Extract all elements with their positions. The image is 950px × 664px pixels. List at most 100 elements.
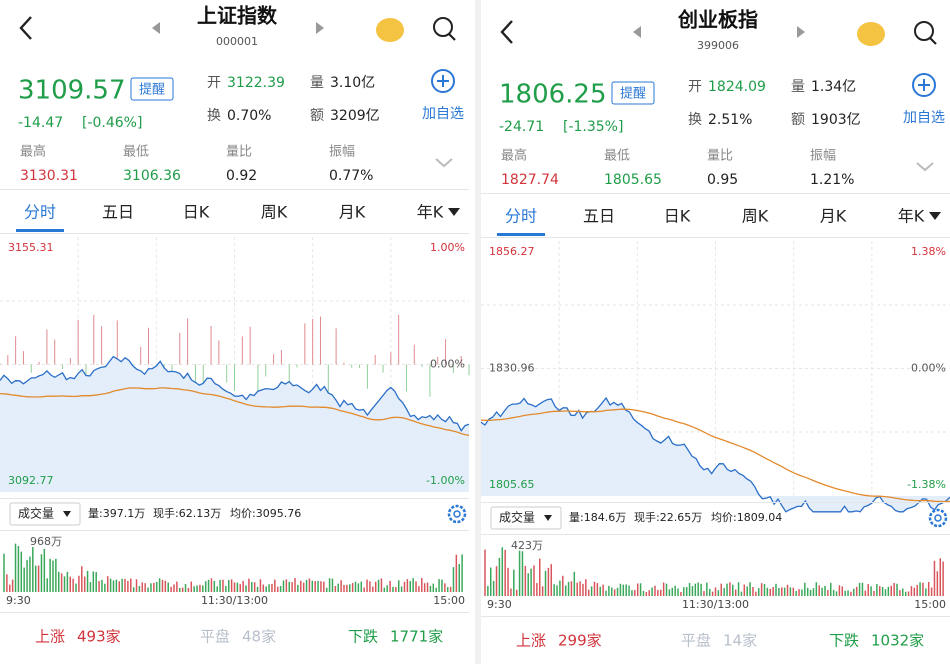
tab[interactable]: 分时 <box>505 207 537 226</box>
time-label: 9:30 <box>6 594 31 607</box>
stat-label: 最高 <box>20 144 46 160</box>
avg-line <box>0 387 470 436</box>
stat-value: 1.21% <box>810 172 854 188</box>
divider <box>0 530 469 531</box>
divider <box>0 498 469 499</box>
quote-label: 额 <box>791 112 805 128</box>
time-label: 15:00 <box>433 594 465 607</box>
volume-amount: 量:397.1万 <box>88 507 145 520</box>
time-label: 15:00 <box>914 598 946 611</box>
time-label: 9:30 <box>487 598 512 611</box>
volume-max: 423万 <box>511 539 543 552</box>
stock-code: 399006 <box>697 39 739 52</box>
tab-underline <box>497 233 545 236</box>
add-label: 加自选 <box>422 106 464 122</box>
remind-label: 提醒 <box>139 82 165 98</box>
breadth-label: 上涨 <box>516 632 546 650</box>
back-button[interactable] <box>500 20 513 44</box>
axis-high-pct: 1.38% <box>911 245 946 258</box>
divider <box>481 534 950 535</box>
stat-label: 最高 <box>501 148 527 164</box>
tab[interactable]: 月K <box>820 207 847 226</box>
tab[interactable]: 年K <box>898 207 925 226</box>
add-icon[interactable] <box>912 73 936 97</box>
quote-label: 额 <box>310 108 324 124</box>
divider <box>0 189 469 190</box>
volume-selector-label: 成交量 <box>18 506 54 521</box>
next-button[interactable] <box>797 26 805 38</box>
prev-button[interactable] <box>633 26 641 38</box>
breadth-value: 48家 <box>242 628 276 646</box>
remind-button[interactable] <box>611 81 655 105</box>
remind-button[interactable] <box>130 77 174 101</box>
stat-label: 振幅 <box>329 145 355 160</box>
tab[interactable]: 日K <box>183 203 210 222</box>
quote-value: 3209亿 <box>330 108 380 124</box>
mascot-icon[interactable] <box>857 22 885 46</box>
expand-chevron[interactable] <box>435 158 453 168</box>
divider <box>481 616 950 617</box>
quote-label: 换 <box>688 111 702 128</box>
tab[interactable]: 周K <box>261 203 288 222</box>
breadth-value: 1032家 <box>871 632 924 650</box>
volume-selector[interactable] <box>9 502 81 526</box>
tab-dropdown[interactable] <box>448 208 460 216</box>
volume-hand: 现手:62.13万 <box>153 506 221 520</box>
tab[interactable]: 五日 <box>102 203 134 222</box>
quote-label: 开 <box>207 75 221 91</box>
time-label: 11:30/13:00 <box>201 594 268 607</box>
tab-dropdown[interactable] <box>929 212 941 220</box>
search-icon[interactable] <box>914 21 934 41</box>
tab[interactable]: 月K <box>339 203 366 222</box>
stat-label: 最低 <box>604 149 630 164</box>
avg-line <box>480 408 950 503</box>
mascot-icon[interactable] <box>376 18 404 42</box>
tab[interactable]: 分时 <box>24 203 56 222</box>
add-plus <box>918 79 930 91</box>
quote-label: 换 <box>207 107 221 124</box>
breadth-label: 上涨 <box>35 628 65 646</box>
stat-label: 最低 <box>123 145 149 160</box>
volume-avg: 均价:1809.04 <box>711 511 782 524</box>
breadth-value: 14家 <box>723 632 757 650</box>
quote-value: 3122.39 <box>227 75 285 91</box>
prev-button[interactable] <box>152 22 160 34</box>
axis-high-pct: 1.00% <box>430 241 465 254</box>
divider <box>481 502 950 503</box>
divider <box>481 193 950 194</box>
panel-gap <box>475 0 481 664</box>
price-line <box>0 355 470 432</box>
settings-icon[interactable] <box>447 504 467 524</box>
volume-hand: 现手:22.65万 <box>634 510 702 524</box>
settings-icon[interactable] <box>928 508 948 528</box>
back-button[interactable] <box>19 16 32 40</box>
divider <box>0 612 469 613</box>
search-icon[interactable] <box>433 17 453 37</box>
change-pct: [-0.46%] <box>82 115 142 131</box>
add-label: 加自选 <box>903 110 945 126</box>
breadth-label: 平盘 <box>681 632 711 650</box>
change: -24.71 <box>499 119 544 135</box>
quote-value: 1824.09 <box>708 79 766 95</box>
add-plus <box>437 75 449 87</box>
quote-value: 3.10亿 <box>330 75 375 91</box>
expand-chevron[interactable] <box>916 162 934 172</box>
tab[interactable]: 年K <box>417 203 444 222</box>
search-handle <box>448 33 456 41</box>
axis-low: 1805.65 <box>489 478 535 491</box>
tab[interactable]: 五日 <box>583 207 615 226</box>
tab-underline <box>16 229 64 232</box>
volume-selector[interactable] <box>490 506 562 530</box>
divider <box>481 237 950 238</box>
axis-mid: 1830.96 <box>489 362 535 375</box>
breadth-label: 平盘 <box>200 628 230 646</box>
price: 3109.57 <box>18 76 126 106</box>
axis-mid-pct: 0.00% <box>911 362 946 375</box>
stat-value: 0.95 <box>707 172 738 188</box>
tab[interactable]: 周K <box>742 207 769 226</box>
add-icon[interactable] <box>431 69 455 93</box>
tab[interactable]: 日K <box>664 207 691 226</box>
next-button[interactable] <box>316 22 324 34</box>
breadth-label: 下跌 <box>348 628 378 646</box>
